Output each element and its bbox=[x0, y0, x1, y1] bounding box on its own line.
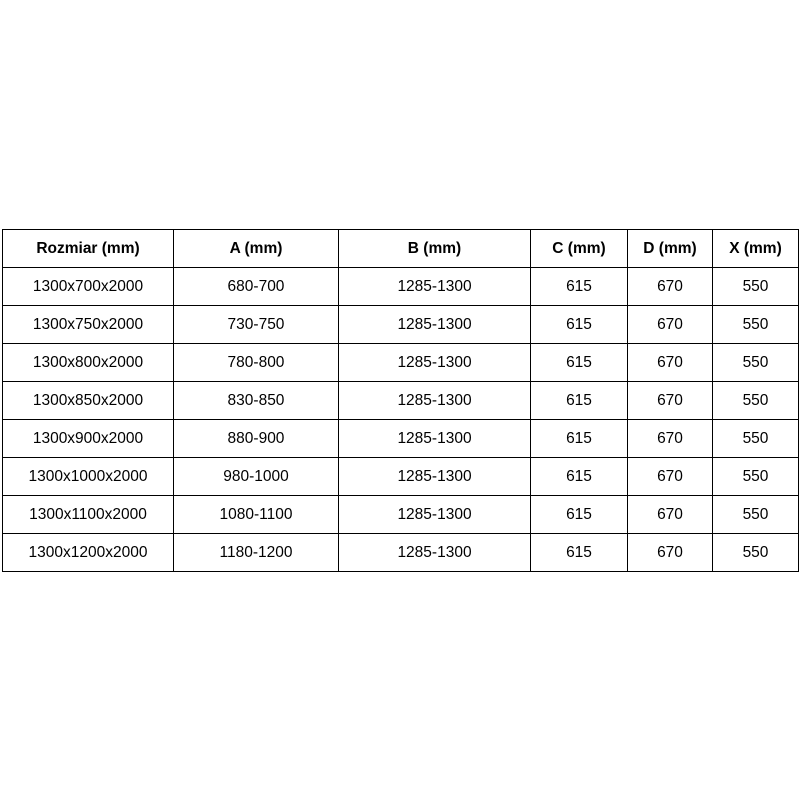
table-cell: 1285-1300 bbox=[338, 267, 531, 306]
column-header: Rozmiar (mm) bbox=[2, 229, 174, 268]
table-cell: 550 bbox=[712, 381, 799, 420]
table-body: 1300x700x2000 680-700 1285-1300 615 670 550 13… bbox=[2, 267, 799, 572]
table-cell: 830-850 bbox=[173, 381, 339, 420]
table-cell: 780-800 bbox=[173, 343, 339, 382]
table-cell: 730-750 bbox=[173, 305, 339, 344]
table-row: 1300x750x2000 730-750 1285-1300 615 670 550 bbox=[2, 305, 799, 344]
column-header: B (mm) bbox=[338, 229, 531, 268]
table-row: 1300x800x2000 780-800 1285-1300 615 670 550 bbox=[2, 343, 799, 382]
table-row: 1300x1100x2000 1080-1100 1285-1300 615 670 55… bbox=[2, 495, 799, 534]
table-cell: 670 bbox=[627, 381, 713, 420]
table-cell: 680-700 bbox=[173, 267, 339, 306]
table-cell: 980-1000 bbox=[173, 457, 339, 496]
table-cell: 550 bbox=[712, 533, 799, 572]
header-row: Rozmiar (mm) A (mm) B (mm) C (mm) D (mm) X (m… bbox=[2, 229, 799, 268]
dimensions-table: Rozmiar (mm) A (mm) B (mm) C (mm) D (mm) X (m… bbox=[2, 229, 799, 572]
column-header: A (mm) bbox=[173, 229, 339, 268]
table-cell: 550 bbox=[712, 495, 799, 534]
table-cell: 670 bbox=[627, 305, 713, 344]
table-cell: 1300x1100x2000 bbox=[2, 495, 174, 534]
table-cell: 1300x800x2000 bbox=[2, 343, 174, 382]
table-row: 1300x850x2000 830-850 1285-1300 615 670 550 bbox=[2, 381, 799, 420]
table-cell: 1300x1200x2000 bbox=[2, 533, 174, 572]
table-cell: 670 bbox=[627, 419, 713, 458]
table-cell: 615 bbox=[530, 267, 628, 306]
table-cell: 1285-1300 bbox=[338, 419, 531, 458]
table-cell: 1300x850x2000 bbox=[2, 381, 174, 420]
table-cell: 670 bbox=[627, 495, 713, 534]
table-cell: 1285-1300 bbox=[338, 457, 531, 496]
column-header: C (mm) bbox=[530, 229, 628, 268]
table-cell: 550 bbox=[712, 343, 799, 382]
table-cell: 1300x750x2000 bbox=[2, 305, 174, 344]
table-cell: 1300x700x2000 bbox=[2, 267, 174, 306]
table-cell: 1285-1300 bbox=[338, 381, 531, 420]
table-cell: 1285-1300 bbox=[338, 305, 531, 344]
table-cell: 880-900 bbox=[173, 419, 339, 458]
table-cell: 615 bbox=[530, 533, 628, 572]
table-cell: 1180-1200 bbox=[173, 533, 339, 572]
table-cell: 670 bbox=[627, 533, 713, 572]
table-cell: 1285-1300 bbox=[338, 495, 531, 534]
table-cell: 1300x1000x2000 bbox=[2, 457, 174, 496]
table-cell: 615 bbox=[530, 495, 628, 534]
table-row: 1300x1200x2000 1180-1200 1285-1300 615 670 55… bbox=[2, 533, 799, 572]
column-header: D (mm) bbox=[627, 229, 713, 268]
table-cell: 615 bbox=[530, 381, 628, 420]
table-cell: 1080-1100 bbox=[173, 495, 339, 534]
table-cell: 615 bbox=[530, 419, 628, 458]
table-cell: 1285-1300 bbox=[338, 533, 531, 572]
table-row: 1300x900x2000 880-900 1285-1300 615 670 550 bbox=[2, 419, 799, 458]
table-cell: 1300x900x2000 bbox=[2, 419, 174, 458]
table-row: 1300x700x2000 680-700 1285-1300 615 670 550 bbox=[2, 267, 799, 306]
table-cell: 550 bbox=[712, 267, 799, 306]
table-cell: 670 bbox=[627, 343, 713, 382]
table-cell: 615 bbox=[530, 305, 628, 344]
column-header: X (mm) bbox=[712, 229, 799, 268]
table-cell: 615 bbox=[530, 343, 628, 382]
table-cell: 550 bbox=[712, 457, 799, 496]
table-cell: 550 bbox=[712, 305, 799, 344]
table-cell: 1285-1300 bbox=[338, 343, 531, 382]
table-cell: 550 bbox=[712, 419, 799, 458]
table-row: 1300x1000x2000 980-1000 1285-1300 615 670 550 bbox=[2, 457, 799, 496]
table-cell: 670 bbox=[627, 457, 713, 496]
table-cell: 670 bbox=[627, 267, 713, 306]
table-cell: 615 bbox=[530, 457, 628, 496]
